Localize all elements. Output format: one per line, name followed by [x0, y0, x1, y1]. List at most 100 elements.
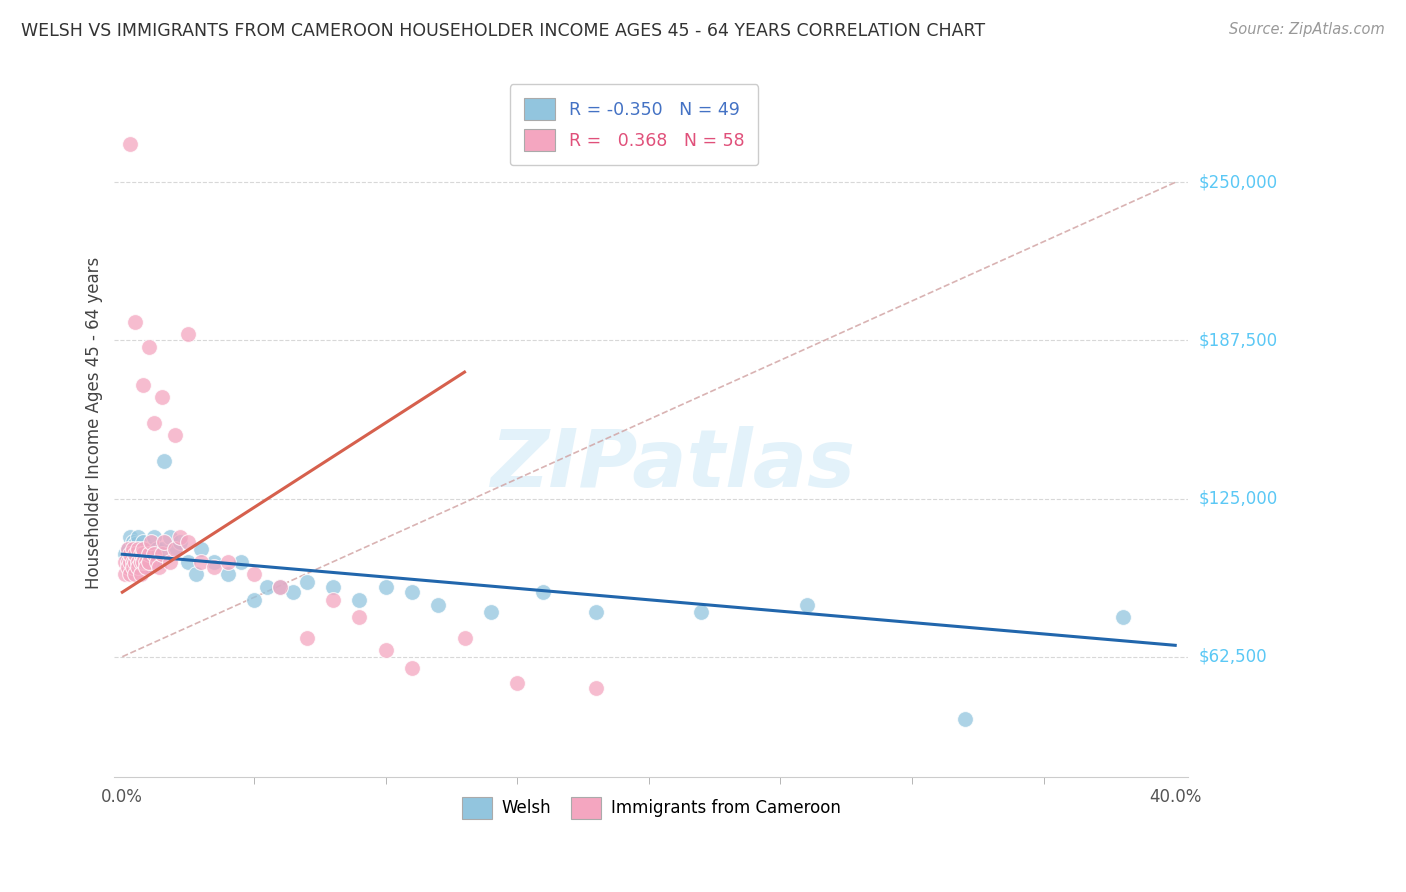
Point	[1111, 610, 1133, 624]
Point	[145, 555, 167, 569]
Point	[479, 606, 502, 620]
Text: $187,500: $187,500	[1199, 332, 1278, 350]
Point	[121, 534, 143, 549]
Point	[169, 529, 191, 543]
Point	[132, 377, 155, 392]
Point	[124, 537, 146, 551]
Point	[322, 580, 344, 594]
Point	[114, 567, 136, 582]
Point	[159, 529, 181, 543]
Point	[190, 542, 212, 557]
Point	[533, 585, 555, 599]
Point	[243, 567, 266, 582]
Point	[148, 560, 170, 574]
Point	[127, 547, 149, 561]
Text: Source: ZipAtlas.com: Source: ZipAtlas.com	[1229, 22, 1385, 37]
Point	[347, 592, 370, 607]
Point	[114, 547, 136, 561]
Point	[148, 555, 170, 569]
Point	[163, 542, 186, 557]
Point	[153, 534, 176, 549]
Point	[142, 529, 165, 543]
Point	[190, 555, 212, 569]
Point	[145, 542, 167, 557]
Point	[229, 555, 252, 569]
Point	[114, 555, 136, 569]
Point	[453, 631, 475, 645]
Point	[141, 555, 163, 569]
Point	[150, 391, 173, 405]
Point	[132, 534, 155, 549]
Point	[138, 547, 160, 561]
Point	[374, 580, 396, 594]
Y-axis label: Householder Income Ages 45 - 64 years: Householder Income Ages 45 - 64 years	[86, 257, 103, 589]
Point	[127, 542, 149, 557]
Point	[142, 416, 165, 430]
Point	[135, 555, 157, 569]
Point	[204, 555, 226, 569]
Point	[120, 547, 142, 561]
Point	[121, 560, 143, 574]
Point	[177, 555, 200, 569]
Point	[217, 555, 239, 569]
Point	[269, 580, 291, 594]
Point	[127, 529, 149, 543]
Point	[124, 560, 146, 574]
Point	[269, 580, 291, 594]
Text: $125,000: $125,000	[1199, 490, 1278, 508]
Point	[953, 712, 976, 726]
Point	[117, 560, 139, 574]
Point	[347, 610, 370, 624]
Text: $62,500: $62,500	[1199, 648, 1268, 665]
Point	[295, 631, 318, 645]
Text: WELSH VS IMMIGRANTS FROM CAMEROON HOUSEHOLDER INCOME AGES 45 - 64 YEARS CORRELAT: WELSH VS IMMIGRANTS FROM CAMEROON HOUSEH…	[21, 22, 986, 40]
Point	[204, 560, 226, 574]
Point	[135, 560, 157, 574]
Point	[127, 560, 149, 574]
Point	[427, 598, 450, 612]
Point	[138, 555, 160, 569]
Point	[217, 567, 239, 582]
Point	[135, 555, 157, 569]
Point	[163, 542, 186, 557]
Point	[138, 549, 160, 564]
Point	[135, 560, 157, 574]
Point	[142, 547, 165, 561]
Point	[796, 598, 818, 612]
Point	[120, 137, 142, 152]
Text: ZIPatlas: ZIPatlas	[491, 426, 855, 504]
Point	[177, 327, 200, 342]
Point	[506, 676, 529, 690]
Point	[124, 555, 146, 569]
Point	[117, 555, 139, 569]
Point	[150, 542, 173, 557]
Point	[117, 542, 139, 557]
Point	[322, 592, 344, 607]
Point	[124, 547, 146, 561]
Point	[121, 542, 143, 557]
Point	[121, 555, 143, 569]
Point	[141, 534, 163, 549]
Text: $250,000: $250,000	[1199, 173, 1278, 192]
Point	[585, 606, 607, 620]
Point	[120, 529, 142, 543]
Point	[132, 542, 155, 557]
Point	[401, 585, 423, 599]
Point	[132, 547, 155, 561]
Point	[585, 681, 607, 696]
Point	[117, 542, 139, 557]
Point	[129, 547, 152, 561]
Point	[243, 592, 266, 607]
Point	[401, 661, 423, 675]
Point	[159, 555, 181, 569]
Point	[177, 534, 200, 549]
Point	[129, 555, 152, 569]
Point	[184, 567, 207, 582]
Point	[283, 585, 305, 599]
Point	[374, 643, 396, 657]
Point	[121, 555, 143, 569]
Point	[120, 555, 142, 569]
Point	[120, 567, 142, 582]
Point	[295, 575, 318, 590]
Point	[690, 606, 713, 620]
